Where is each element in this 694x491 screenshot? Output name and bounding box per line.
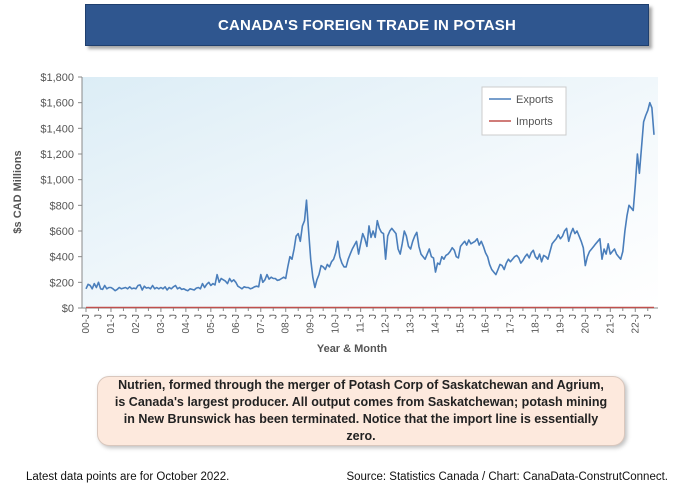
x-tick-label-year: 16-J	[480, 314, 491, 333]
x-tick-label-mid: J	[118, 314, 129, 319]
legend: Exports Imports	[481, 86, 567, 136]
x-tick-label-mid: J	[193, 314, 204, 319]
series-group	[85, 101, 655, 309]
x-tick-label-year: 13-J	[406, 314, 417, 333]
x-tick-label-year: 06-J	[231, 314, 242, 333]
x-tick-label-mid: J	[568, 314, 579, 319]
x-tick-label-mid: J	[168, 314, 179, 319]
y-axis: $0 $200 $400 $600 $800 $1,000 $1,200 $1,400 $1,6…	[40, 72, 83, 315]
x-tick-label-year: 20-J	[580, 314, 591, 333]
x-tick-label-mid: J	[293, 314, 304, 319]
y-tick-label: $1,600	[40, 98, 74, 110]
x-tick-label-mid: J	[393, 314, 404, 319]
x-tick-label-year: 01-J	[106, 314, 117, 333]
x-axis-label: Year & Month	[317, 343, 388, 355]
x-tick-label-mid: J	[343, 314, 354, 319]
x-tick-label-mid: J	[268, 314, 279, 319]
x-tick-label-year: 09-J	[306, 314, 317, 333]
x-tick-label-year: 08-J	[281, 314, 292, 333]
x-tick-label-mid: J	[368, 314, 379, 319]
x-tick-label-mid: J	[443, 314, 454, 319]
x-tick-label-year: 17-J	[505, 314, 516, 333]
y-tick-label: $1,200	[40, 149, 74, 161]
x-tick-label-mid: J	[493, 314, 504, 319]
x-tick-label-mid: J	[593, 314, 604, 319]
x-tick-label-year: 10-J	[331, 314, 342, 333]
x-tick-label-mid: J	[518, 314, 529, 319]
legend-label-imports: Imports	[516, 116, 553, 128]
note-text: Nutrien, formed through the merger of Po…	[114, 378, 608, 443]
x-tick-label-mid: J	[618, 314, 629, 319]
footer-source: Source: Statistics Canada / Chart: CanaD…	[346, 471, 668, 483]
y-tick-label: $1,000	[40, 175, 74, 187]
y-tick-label: $0	[62, 303, 74, 315]
legend-label-exports: Exports	[516, 94, 554, 106]
x-tick-label-year: 05-J	[206, 314, 217, 333]
x-tick-label-year: 15-J	[456, 314, 467, 333]
y-tick-label: $400	[50, 252, 74, 264]
x-tick-label-mid: J	[218, 314, 229, 319]
x-tick-label-mid: J	[243, 314, 254, 319]
x-tick-label-year: 04-J	[181, 314, 192, 333]
x-tick-label-mid: J	[318, 314, 329, 319]
y-tick-label: $200	[50, 277, 74, 289]
y-axis-label: $s CAD Millions	[12, 150, 24, 233]
x-tick-label-mid: J	[93, 314, 104, 319]
y-tick-label: $1,400	[40, 123, 74, 135]
legend-box	[481, 86, 567, 136]
x-tick-label-year: 21-J	[605, 314, 616, 333]
plot-area	[82, 77, 658, 308]
x-tick-label-mid: J	[468, 314, 479, 319]
x-tick-label-year: 03-J	[156, 314, 167, 333]
x-tick-label-year: 11-J	[356, 314, 367, 333]
x-tick-label-year: 19-J	[555, 314, 566, 333]
chart-title: CANADA'S FOREIGN TRADE IN POTASH	[85, 4, 649, 46]
series-line-exports	[85, 101, 655, 292]
y-tick-label: $1,800	[40, 72, 74, 84]
x-tick-label-year: 12-J	[381, 314, 392, 333]
x-axis: 00-J J 01-J J 02-J J 03-J J 04-J J 05-J J 06-J J 07-J J…	[81, 307, 658, 333]
x-tick-label-year: 07-J	[256, 314, 267, 333]
x-tick-label-mid: J	[143, 314, 154, 319]
y-tick-label: $800	[50, 200, 74, 212]
x-tick-label-year: 02-J	[131, 314, 142, 333]
x-tick-label-mid: J	[643, 314, 654, 319]
y-tick-label: $600	[50, 226, 74, 238]
x-tick-label-mid: J	[418, 314, 429, 319]
footer-latest-data: Latest data points are for October 2022.	[26, 471, 230, 483]
x-tick-label-year: 00-J	[81, 314, 92, 333]
x-tick-label-year: 18-J	[530, 314, 541, 333]
note-box: Nutrien, formed through the merger of Po…	[97, 376, 625, 446]
x-tick-label-mid: J	[543, 314, 554, 319]
x-tick-label-year: 22-J	[630, 314, 641, 333]
x-tick-label-year: 14-J	[431, 314, 442, 333]
